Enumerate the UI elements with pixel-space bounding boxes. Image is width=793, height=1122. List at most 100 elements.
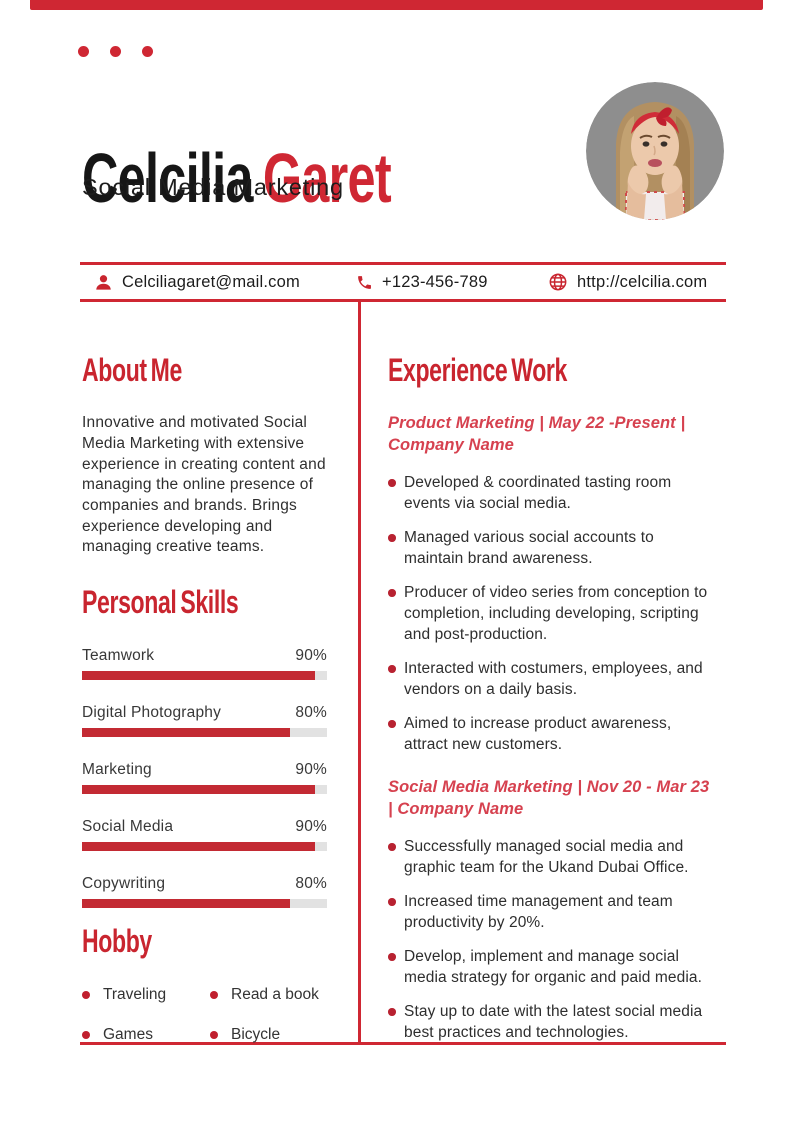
- bullet-text: Increased time management and team produ…: [404, 893, 673, 932]
- bullet-text: Aimed to increase product awareness, att…: [404, 715, 672, 754]
- skill-bar-track: [82, 728, 327, 738]
- person-icon: [96, 274, 111, 290]
- bullet-text: Managed various social accounts to maint…: [404, 529, 654, 568]
- experience-title: Experience Work: [388, 351, 567, 388]
- skills-title: Personal Skills: [82, 583, 239, 620]
- job-bullet: Successfully managed social media and gr…: [388, 836, 714, 878]
- bullet-text: Interacted with costumers, employees, an…: [404, 660, 703, 699]
- job-bullet: Producer of video series from conception…: [388, 582, 714, 645]
- bullet-dot: [388, 534, 396, 542]
- bullet-dot: [388, 1008, 396, 1016]
- portrait-illustration: [586, 82, 724, 220]
- website-text: http://celcilia.com: [577, 272, 708, 291]
- bullet-dot: [388, 479, 396, 487]
- job-entry: Social Media Marketing | Nov 20 - Mar 23…: [388, 777, 714, 1043]
- job-header: Social Media Marketing | Nov 20 - Mar 23…: [388, 778, 710, 818]
- hobby-item: Games: [82, 1024, 210, 1045]
- hobby-title: Hobby: [82, 922, 152, 959]
- skill-percent: 80%: [295, 704, 327, 722]
- contact-email[interactable]: Celciliagaret@mail.com: [94, 265, 300, 299]
- bullet-dot: [210, 990, 218, 999]
- skill-item: Social Media 90%: [82, 816, 327, 852]
- hobby-label: Bicycle: [231, 1026, 281, 1044]
- top-accent-bar: [30, 0, 763, 10]
- bullet-dot: [388, 953, 396, 961]
- last-name: Garet: [262, 138, 392, 217]
- skill-label: Copywriting: [82, 875, 166, 893]
- job-bullet: Managed various social accounts to maint…: [388, 527, 714, 569]
- dot: [78, 46, 89, 57]
- job-bullet: Interacted with costumers, employees, an…: [388, 658, 714, 700]
- hobby-item: Traveling: [82, 984, 210, 1005]
- skill-label: Social Media: [82, 818, 174, 836]
- job-bullet-list: Successfully managed social media and gr…: [388, 836, 714, 1043]
- job-header: Product Marketing | May 22 -Present | Co…: [388, 414, 686, 454]
- skill-item: Marketing 90%: [82, 759, 327, 795]
- bullet-dot: [388, 898, 396, 906]
- contact-bar: Celciliagaret@mail.com +123-456-789 http…: [80, 262, 726, 302]
- skills-section: Personal Skills Teamwork 90% Digital Phot…: [82, 558, 327, 930]
- contact-phone[interactable]: +123-456-789: [356, 265, 488, 299]
- column-divider: [358, 302, 361, 1043]
- about-text: Innovative and motivated Social Media Ma…: [82, 414, 326, 556]
- bullet-dot: [210, 1030, 218, 1039]
- dot: [142, 46, 153, 57]
- job-bullet: Increased time management and team produ…: [388, 891, 714, 933]
- skill-item: Copywriting 80%: [82, 873, 327, 909]
- skill-item: Teamwork 90%: [82, 645, 327, 681]
- skill-bar-fill: [82, 671, 315, 681]
- bullet-text: Successfully managed social media and gr…: [404, 838, 689, 877]
- experience-section: Experience Work Product Marketing | May …: [388, 326, 714, 1056]
- first-name: Celcilia: [82, 138, 253, 217]
- hobby-item: Read a book: [210, 984, 332, 1005]
- skill-bar-fill: [82, 899, 291, 909]
- skill-bar-fill: [82, 728, 291, 738]
- job-entry: Product Marketing | May 22 -Present | Co…: [388, 413, 714, 755]
- skill-bar-fill: [82, 842, 315, 852]
- bullet-text: Stay up to date with the latest social m…: [404, 1003, 703, 1042]
- skill-percent: 90%: [295, 818, 327, 836]
- skill-label: Teamwork: [82, 647, 155, 665]
- skill-percent: 90%: [295, 647, 327, 665]
- hobby-label: Read a book: [231, 986, 319, 1004]
- skill-bar-track: [82, 842, 327, 852]
- phone-icon: [358, 275, 371, 289]
- phone-text: +123-456-789: [382, 272, 488, 291]
- job-bullet-list: Developed & coordinated tasting room eve…: [388, 472, 714, 755]
- job-bullet: Develop, implement and manage social med…: [388, 946, 714, 988]
- page-title: Celcilia Garet: [82, 143, 392, 213]
- bullet-dot: [82, 990, 90, 999]
- hobby-label: Games: [103, 1026, 153, 1044]
- bullet-dot: [388, 665, 396, 673]
- contact-website[interactable]: http://celcilia.com: [548, 265, 707, 299]
- skill-bar-fill: [82, 785, 315, 795]
- bullet-dot: [82, 1030, 90, 1039]
- bullet-dot: [388, 720, 396, 728]
- job-bullet: Developed & coordinated tasting room eve…: [388, 472, 714, 514]
- job-bullet: Aimed to increase product awareness, att…: [388, 713, 714, 755]
- skill-percent: 90%: [295, 761, 327, 779]
- skill-percent: 80%: [295, 875, 327, 893]
- hobby-item: Bicycle: [210, 1024, 332, 1045]
- bullet-dot: [388, 843, 396, 851]
- hobby-list: Traveling Read a book Games Bicycle: [82, 984, 332, 1045]
- skill-bar-track: [82, 899, 327, 909]
- skill-label: Marketing: [82, 761, 152, 779]
- skill-bar-track: [82, 785, 327, 795]
- job-subtitle: Social Media Marketing: [82, 174, 344, 200]
- hobby-section: Hobby Traveling Read a book Games Bicycl…: [82, 897, 332, 1045]
- bullet-text: Producer of video series from conception…: [404, 584, 708, 644]
- bullet-text: Developed & coordinated tasting room eve…: [404, 474, 672, 513]
- hobby-label: Traveling: [103, 986, 167, 1004]
- bullet-text: Develop, implement and manage social med…: [404, 948, 703, 987]
- decorative-dots: [78, 46, 153, 57]
- email-text: Celciliagaret@mail.com: [122, 272, 300, 291]
- about-section: About Me Innovative and motivated Social…: [82, 326, 327, 558]
- avatar: [586, 82, 724, 220]
- job-bullet: Stay up to date with the latest social m…: [388, 1001, 714, 1043]
- skill-item: Digital Photography 80%: [82, 702, 327, 738]
- skill-bar-track: [82, 671, 327, 681]
- dot: [110, 46, 121, 57]
- skills-list: Teamwork 90% Digital Photography 80% Marke…: [82, 645, 327, 909]
